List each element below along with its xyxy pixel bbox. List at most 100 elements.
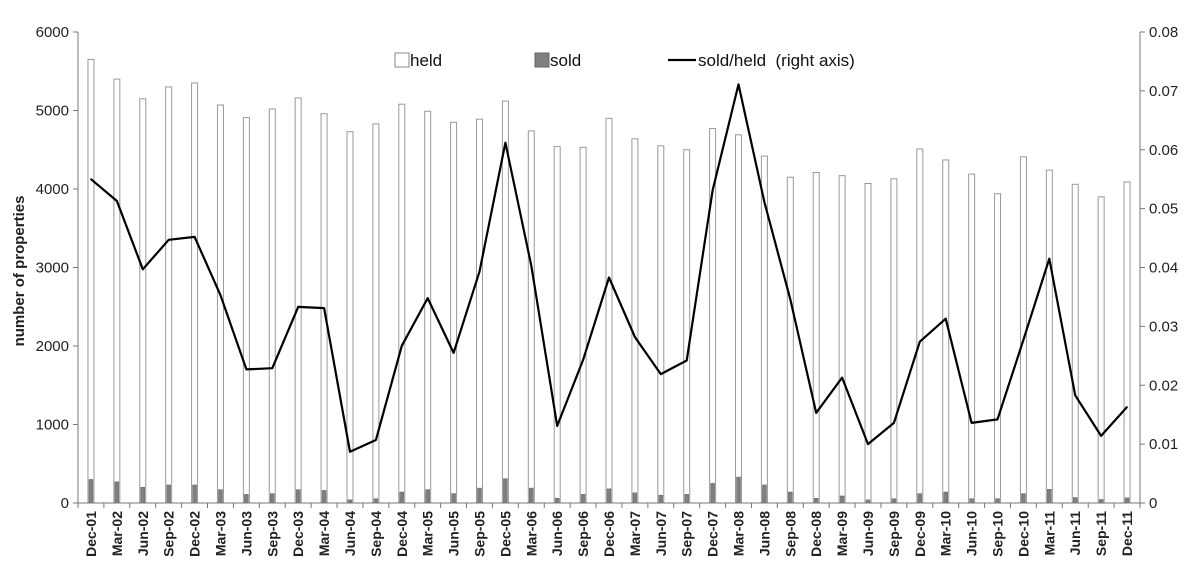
legend-label-sold: sold [550,51,581,70]
left-tick-label: 4000 [36,181,69,198]
bar-held [1071,183,1079,504]
bar-sold [658,494,664,504]
bar-held [1097,196,1105,504]
x-tick-label: Dec-09 [912,511,928,557]
legend-label-held: held [410,51,442,70]
x-tick-label: Mar-11 [1041,511,1057,556]
ratio-point [116,200,118,202]
bar-sold [943,491,948,504]
x-tick-label: Jun-07 [653,511,669,556]
bar-held [242,117,250,504]
left-tick-label: 0 [61,495,69,512]
sold-bars [88,476,1130,504]
bar-held [424,110,432,504]
ratio-point [944,317,947,320]
ratio-point [375,439,377,441]
ratio-point [1100,435,1102,437]
x-tick-label: Jun-06 [549,511,565,556]
ratio-point [1022,339,1025,341]
bar-sold [813,498,819,504]
bar-held [294,97,302,504]
bar-sold [244,494,249,504]
ratio-point [582,359,584,361]
bar-held [475,118,483,504]
ratio-point [919,340,921,343]
ratio-point [1074,394,1077,397]
ratio-point [193,236,196,238]
x-tick-label: Sep-04 [368,511,384,557]
bar-held [657,145,665,504]
x-tick-label: Dec-02 [187,511,203,557]
held-bars [87,58,1131,504]
x-tick-label: Mar-04 [316,511,332,556]
bar-sold [891,498,897,504]
bar-held [864,183,872,504]
bar-sold [995,498,1000,504]
right-tick-label: 0 [1149,495,1157,512]
bar-sold [88,479,94,504]
ratio-point [789,298,792,301]
x-tick-label: Mar-05 [420,511,436,556]
ratio-point [763,201,766,203]
bar-sold [839,495,845,504]
x-tick-label: Mar-10 [938,511,954,556]
ratio-point [167,239,170,241]
bar-sold [1124,497,1130,504]
bar-sold [218,489,223,504]
x-tick-label: Dec-08 [808,511,824,557]
bar-sold [114,481,120,504]
x-tick-label: Sep-10 [990,511,1006,557]
axes [73,31,1145,508]
x-tick-label: Mar-08 [731,511,747,556]
x-tick-label: Sep-07 [679,511,695,557]
x-tick-label: Mar-02 [109,511,125,556]
ratio-point [478,270,481,273]
bar-held [916,148,924,504]
bar-sold [969,498,974,504]
bar-held [450,121,458,504]
ratio-point [271,367,274,369]
x-tick-label: Jun-11 [1067,511,1083,556]
ratio-point [297,306,299,308]
bar-held [527,130,535,504]
ratio-point [711,189,714,192]
x-tick-label: Dec-05 [497,511,513,557]
ratio-point [556,425,558,427]
ratio-point [426,297,429,299]
bar-held [1045,169,1053,504]
x-tick-label: Mar-07 [627,511,643,556]
bar-sold [192,484,197,504]
bar-held [735,134,743,504]
ratio-point [504,141,507,144]
ratio-point [815,412,818,414]
bar-held [605,117,613,504]
ratio-point [90,178,92,180]
ratio-point [634,336,636,338]
ratio-point [867,443,869,445]
bar-sold [425,489,430,504]
bar-sold [270,493,275,504]
x-tick-label: Dec-01 [83,511,99,557]
x-tick-label: Sep-08 [782,511,798,557]
bar-held [812,172,820,504]
bar-sold [632,492,638,504]
ratio-point [608,276,610,279]
x-tick-label: Sep-02 [161,511,177,557]
bar-held [372,123,380,504]
bar-sold [373,498,379,504]
bar-sold [684,494,689,504]
ratio-point [245,368,248,371]
ratio-point [1048,257,1051,260]
bar-held [579,146,587,504]
x-tick-label: Sep-09 [886,511,902,557]
ratio-point [996,418,999,421]
x-tick-label: Sep-03 [264,511,280,557]
x-tick-label: Mar-03 [212,511,228,556]
bar-held [87,58,95,504]
x-tick-label: Jun-05 [446,511,462,556]
x-tick-label: Jun-03 [238,511,254,556]
x-tick-label: Dec-04 [394,511,410,557]
ratio-point [685,359,688,362]
